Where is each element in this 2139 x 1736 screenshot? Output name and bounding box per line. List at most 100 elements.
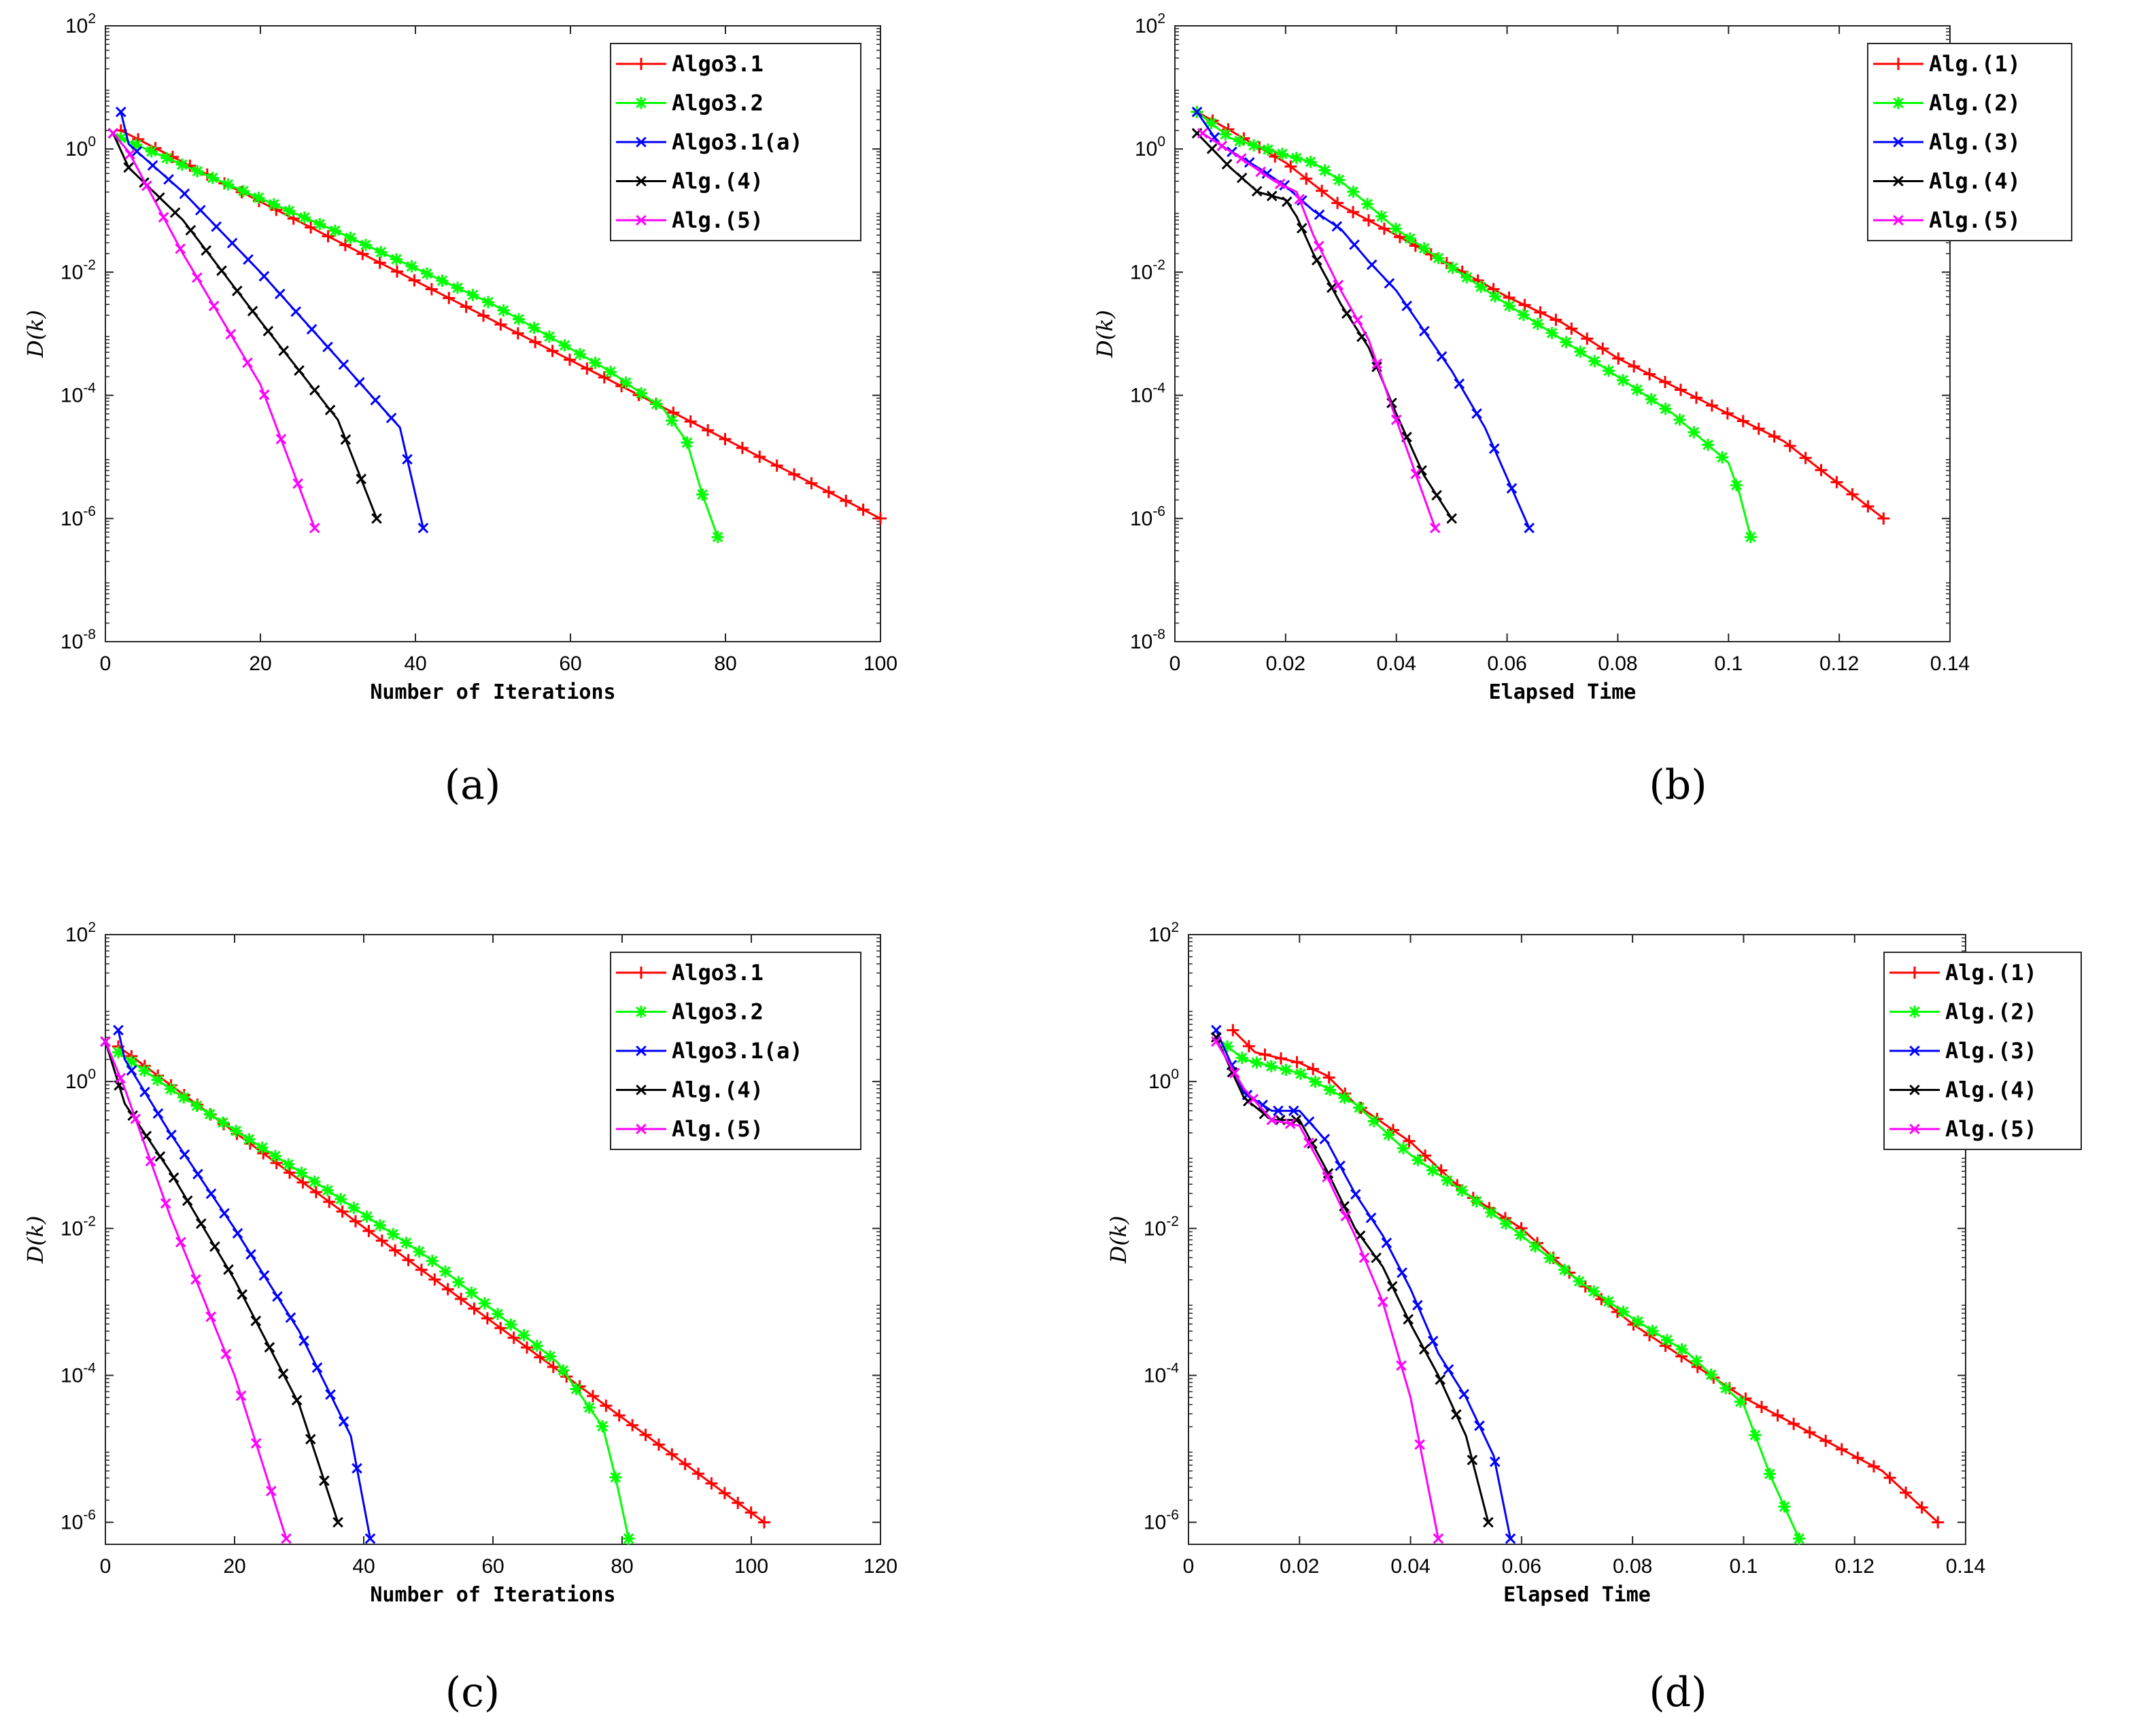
- data-point: [1736, 415, 1749, 428]
- data-point: [1390, 414, 1402, 426]
- data-point: [344, 231, 357, 244]
- x-tick-label: 120: [863, 1555, 897, 1578]
- data-point: [857, 503, 870, 516]
- data-point: [277, 1368, 289, 1379]
- data-point: [328, 224, 341, 237]
- data-point: [1734, 1395, 1747, 1408]
- data-point: [517, 1329, 530, 1342]
- x-tick-label: 0: [100, 1555, 112, 1578]
- y-tick-label: 100: [1135, 134, 1165, 160]
- data-point: [1257, 1099, 1268, 1111]
- y-tick-label: 102: [1135, 11, 1165, 37]
- data-point: [507, 1332, 520, 1344]
- data-point: [321, 1184, 334, 1197]
- data-point: [291, 1395, 303, 1406]
- x-tick-label: 0.02: [1266, 653, 1305, 675]
- legend-entry: Algo3.2: [616, 999, 764, 1025]
- data-point: [1446, 262, 1459, 275]
- data-point: [400, 1236, 413, 1249]
- data-point: [1846, 488, 1859, 501]
- data-point: [1730, 479, 1743, 491]
- plot-area: [1174, 25, 1951, 642]
- data-point: [185, 224, 196, 236]
- data-point: [544, 1350, 557, 1363]
- data-point: [1265, 1060, 1278, 1073]
- data-point: [1436, 351, 1448, 362]
- chart-panel-a: 0 20 40 60 80 100 10-8 10-6 10-4 10-2 100 102 Number…: [0, 0, 1070, 868]
- data-point: [390, 253, 403, 266]
- data-point: [164, 1083, 177, 1096]
- data-point: [639, 1429, 652, 1442]
- data-point: [1303, 1137, 1314, 1149]
- legend-entry: Alg.(5): [616, 1116, 764, 1142]
- data-point: [1630, 383, 1643, 396]
- data-point: [1358, 1252, 1370, 1264]
- data-point: [1877, 512, 1890, 525]
- data-point: [354, 377, 365, 388]
- y-tick-label: 10-4: [61, 1360, 96, 1387]
- data-point: [1412, 1300, 1423, 1311]
- y-tick-label: 10-8: [61, 627, 96, 653]
- data-point: [325, 1389, 336, 1400]
- x-tick-label: 0: [100, 653, 112, 675]
- data-point: [1867, 1460, 1880, 1473]
- x-tick-label: 60: [481, 1555, 504, 1578]
- series-Algo3.2: [112, 1046, 635, 1545]
- data-point: [439, 1265, 452, 1278]
- data-point: [113, 1024, 124, 1036]
- data-point: [1403, 1314, 1414, 1325]
- data-point: [1581, 332, 1594, 345]
- x-tick-label: 0.04: [1390, 1555, 1430, 1578]
- data-point: [696, 488, 709, 501]
- data-point: [308, 1175, 321, 1188]
- data-point: [1191, 106, 1203, 118]
- series-line: [112, 133, 316, 529]
- data-point: [190, 1099, 203, 1112]
- data-point: [1835, 1443, 1848, 1456]
- data-point: [1446, 513, 1457, 524]
- data-point: [107, 128, 119, 139]
- data-point: [1602, 1295, 1615, 1308]
- y-tick-label: 102: [65, 11, 96, 37]
- data-point: [1197, 128, 1208, 139]
- series-line: [104, 1041, 288, 1540]
- data-point: [1275, 1052, 1288, 1065]
- data-point: [1883, 1472, 1896, 1485]
- data-point: [1350, 1189, 1361, 1200]
- series-Alg.(2): [1191, 105, 1757, 544]
- legend-label: Alg.(3): [1945, 1038, 2037, 1064]
- x-tick-label: 0.02: [1280, 1555, 1319, 1578]
- data-point: [1631, 1315, 1644, 1328]
- data-point: [258, 1270, 270, 1281]
- data-point: [466, 288, 479, 301]
- legend-entry: Alg.(1): [1873, 51, 2021, 77]
- data-point: [1205, 117, 1218, 130]
- data-point: [216, 265, 227, 276]
- data-point: [296, 1176, 309, 1189]
- data-point: [1588, 355, 1601, 368]
- data-point: [1331, 221, 1343, 232]
- data-point: [220, 1349, 232, 1359]
- data-point: [1690, 392, 1702, 404]
- legend-marker: [1909, 1005, 1921, 1018]
- data-point: [468, 1302, 481, 1315]
- data-point: [1900, 1486, 1913, 1499]
- data-point: [1534, 306, 1547, 319]
- data-point: [1322, 1071, 1335, 1084]
- data-point: [211, 221, 222, 232]
- data-point: [1255, 166, 1267, 177]
- data-point: [1340, 1211, 1352, 1221]
- data-point: [1862, 500, 1875, 513]
- data-point: [452, 1276, 465, 1289]
- data-point: [1242, 1040, 1255, 1053]
- data-point: [530, 1339, 543, 1352]
- x-tick-label: 0.12: [1819, 653, 1859, 675]
- data-point: [335, 1193, 347, 1206]
- legend-marker: [1909, 967, 1921, 979]
- chart-panel-d: 0 0.02 0.04 0.06 0.08 0.1 0.12 0.14 10-6 10-4 10-2…: [1070, 868, 2139, 1736]
- data-point: [347, 1201, 360, 1214]
- data-point: [362, 1225, 375, 1238]
- data-point: [1560, 336, 1573, 349]
- data-point: [511, 327, 524, 340]
- data-point: [1487, 283, 1500, 296]
